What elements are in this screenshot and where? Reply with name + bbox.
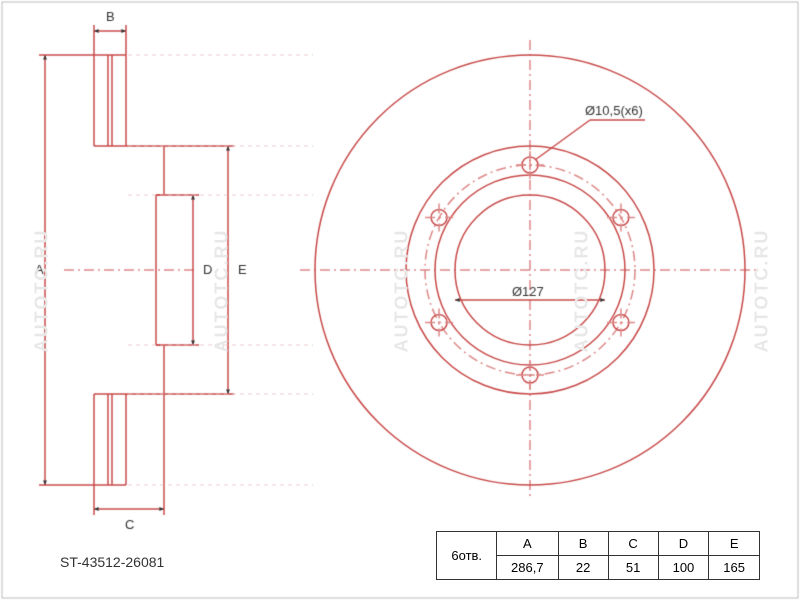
table-header-cell: 6отв. (437, 532, 497, 580)
table-header-cell: D (658, 532, 709, 556)
table-data-cell: 165 (709, 556, 760, 580)
table-data-cell: 22 (558, 556, 608, 580)
technical-drawing (0, 0, 800, 600)
table-data-cell: 286,7 (497, 556, 559, 580)
table-header-cell: E (709, 532, 760, 556)
table-header-cell: C (608, 532, 658, 556)
table-header-cell: B (558, 532, 608, 556)
table-header-cell: A (497, 532, 559, 556)
table-data-cell: 100 (658, 556, 709, 580)
part-number: ST-43512-26081 (60, 554, 164, 570)
table-data-cell: 51 (608, 556, 658, 580)
dimensions-table: 6отв.ABCDE 286,72251100165 (436, 531, 760, 580)
